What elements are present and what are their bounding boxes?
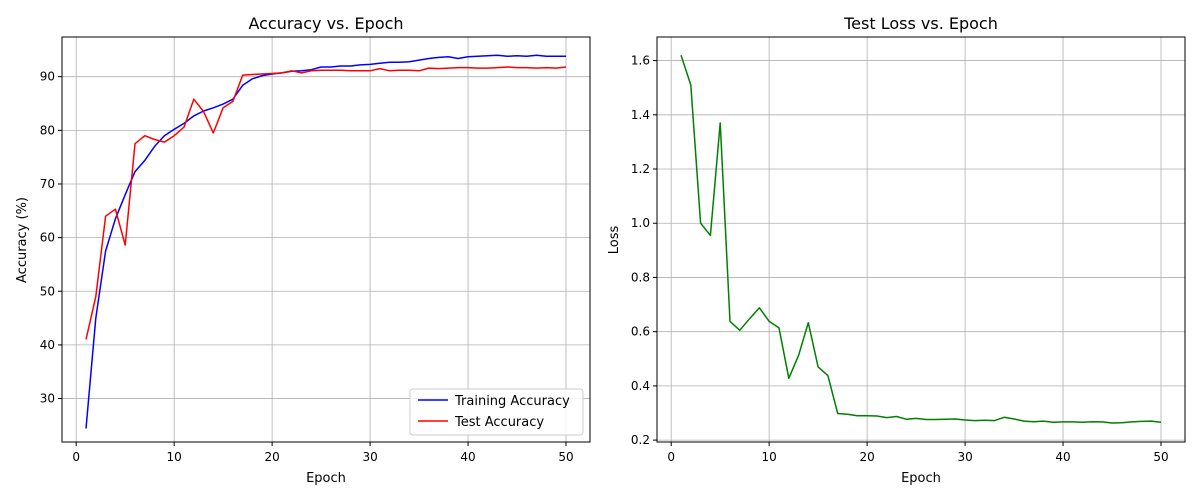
- loss-x-tick-label-1: 10: [762, 450, 777, 464]
- loss-chart: Test Loss vs. Epoch 0 10 20 30 40 50 0.2 0.4 0.6…: [607, 14, 1186, 486]
- loss-y-tick-label-4: 1.0: [631, 216, 650, 230]
- loss-x-tick-label-3: 30: [957, 450, 972, 464]
- accuracy-y-axis-label: Accuracy (%): [15, 197, 30, 283]
- accuracy-x-tick-label-4: 40: [460, 450, 475, 464]
- accuracy-x-tick-label-5: 50: [558, 450, 573, 464]
- loss-x-tick-label-4: 40: [1055, 450, 1070, 464]
- loss-ticks: 0 10 20 30 40 50 0.2 0.4 0.6 0.8 1.0 1.2 1.4 1.6: [631, 54, 1169, 464]
- accuracy-y-tick-label-1: 40: [40, 338, 55, 352]
- accuracy-y-tick-label-4: 70: [40, 177, 55, 191]
- loss-y-tick-label-3: 0.8: [631, 270, 650, 284]
- accuracy-y-tick-label-0: 30: [40, 392, 55, 406]
- loss-x-tick-label-5: 50: [1153, 450, 1168, 464]
- accuracy-series-line-0: [85, 54, 566, 429]
- accuracy-plot-frame: [61, 36, 591, 443]
- loss-y-tick-label-7: 1.6: [631, 54, 650, 68]
- accuracy-x-tick-label-0: 0: [72, 450, 80, 464]
- accuracy-y-tick-label-3: 60: [40, 231, 55, 245]
- legend-box: [409, 388, 584, 436]
- accuracy-grid: [62, 37, 590, 442]
- accuracy-series-lines: [85, 54, 567, 429]
- loss-series-line-0: [680, 54, 1162, 424]
- accuracy-series-line-1: [85, 66, 567, 340]
- legend-label-test: Test Accuracy: [454, 415, 544, 430]
- loss-x-axis-label: Epoch: [901, 471, 941, 486]
- loss-x-tick-label-2: 20: [859, 450, 874, 464]
- accuracy-chart-title: Accuracy vs. Epoch: [248, 14, 403, 33]
- accuracy-y-tick-label-5: 80: [40, 123, 55, 137]
- accuracy-x-axis-label: Epoch: [306, 471, 346, 486]
- accuracy-x-tick-label-1: 10: [167, 450, 182, 464]
- loss-y-tick-label-2: 0.6: [631, 325, 650, 339]
- loss-y-tick-label-6: 1.4: [631, 108, 650, 122]
- legend-label-training: Training Accuracy: [454, 394, 570, 409]
- loss-y-axis-label: Loss: [607, 226, 622, 255]
- accuracy-legend: Training Accuracy Test Accuracy: [409, 388, 584, 436]
- accuracy-ticks: 0 10 20 30 40 50 30 40 50 60 70 80 90: [40, 70, 574, 464]
- loss-series-lines: [680, 54, 1162, 424]
- loss-grid: [657, 37, 1185, 442]
- accuracy-y-tick-label-6: 90: [40, 70, 55, 84]
- loss-chart-title: Test Loss vs. Epoch: [843, 14, 998, 33]
- loss-x-tick-label-0: 0: [667, 450, 675, 464]
- accuracy-y-tick-label-2: 50: [40, 284, 55, 298]
- loss-y-tick-label-0: 0.2: [631, 433, 650, 447]
- accuracy-x-tick-label-3: 30: [362, 450, 377, 464]
- accuracy-chart: Accuracy vs. Epoch 0 10 20 30 40 50 30 40 50 60 70…: [15, 14, 591, 486]
- loss-y-tick-label-1: 0.4: [631, 379, 650, 393]
- accuracy-x-tick-label-2: 20: [264, 450, 279, 464]
- loss-plot-frame: [656, 36, 1186, 443]
- loss-y-tick-label-5: 1.2: [631, 162, 650, 176]
